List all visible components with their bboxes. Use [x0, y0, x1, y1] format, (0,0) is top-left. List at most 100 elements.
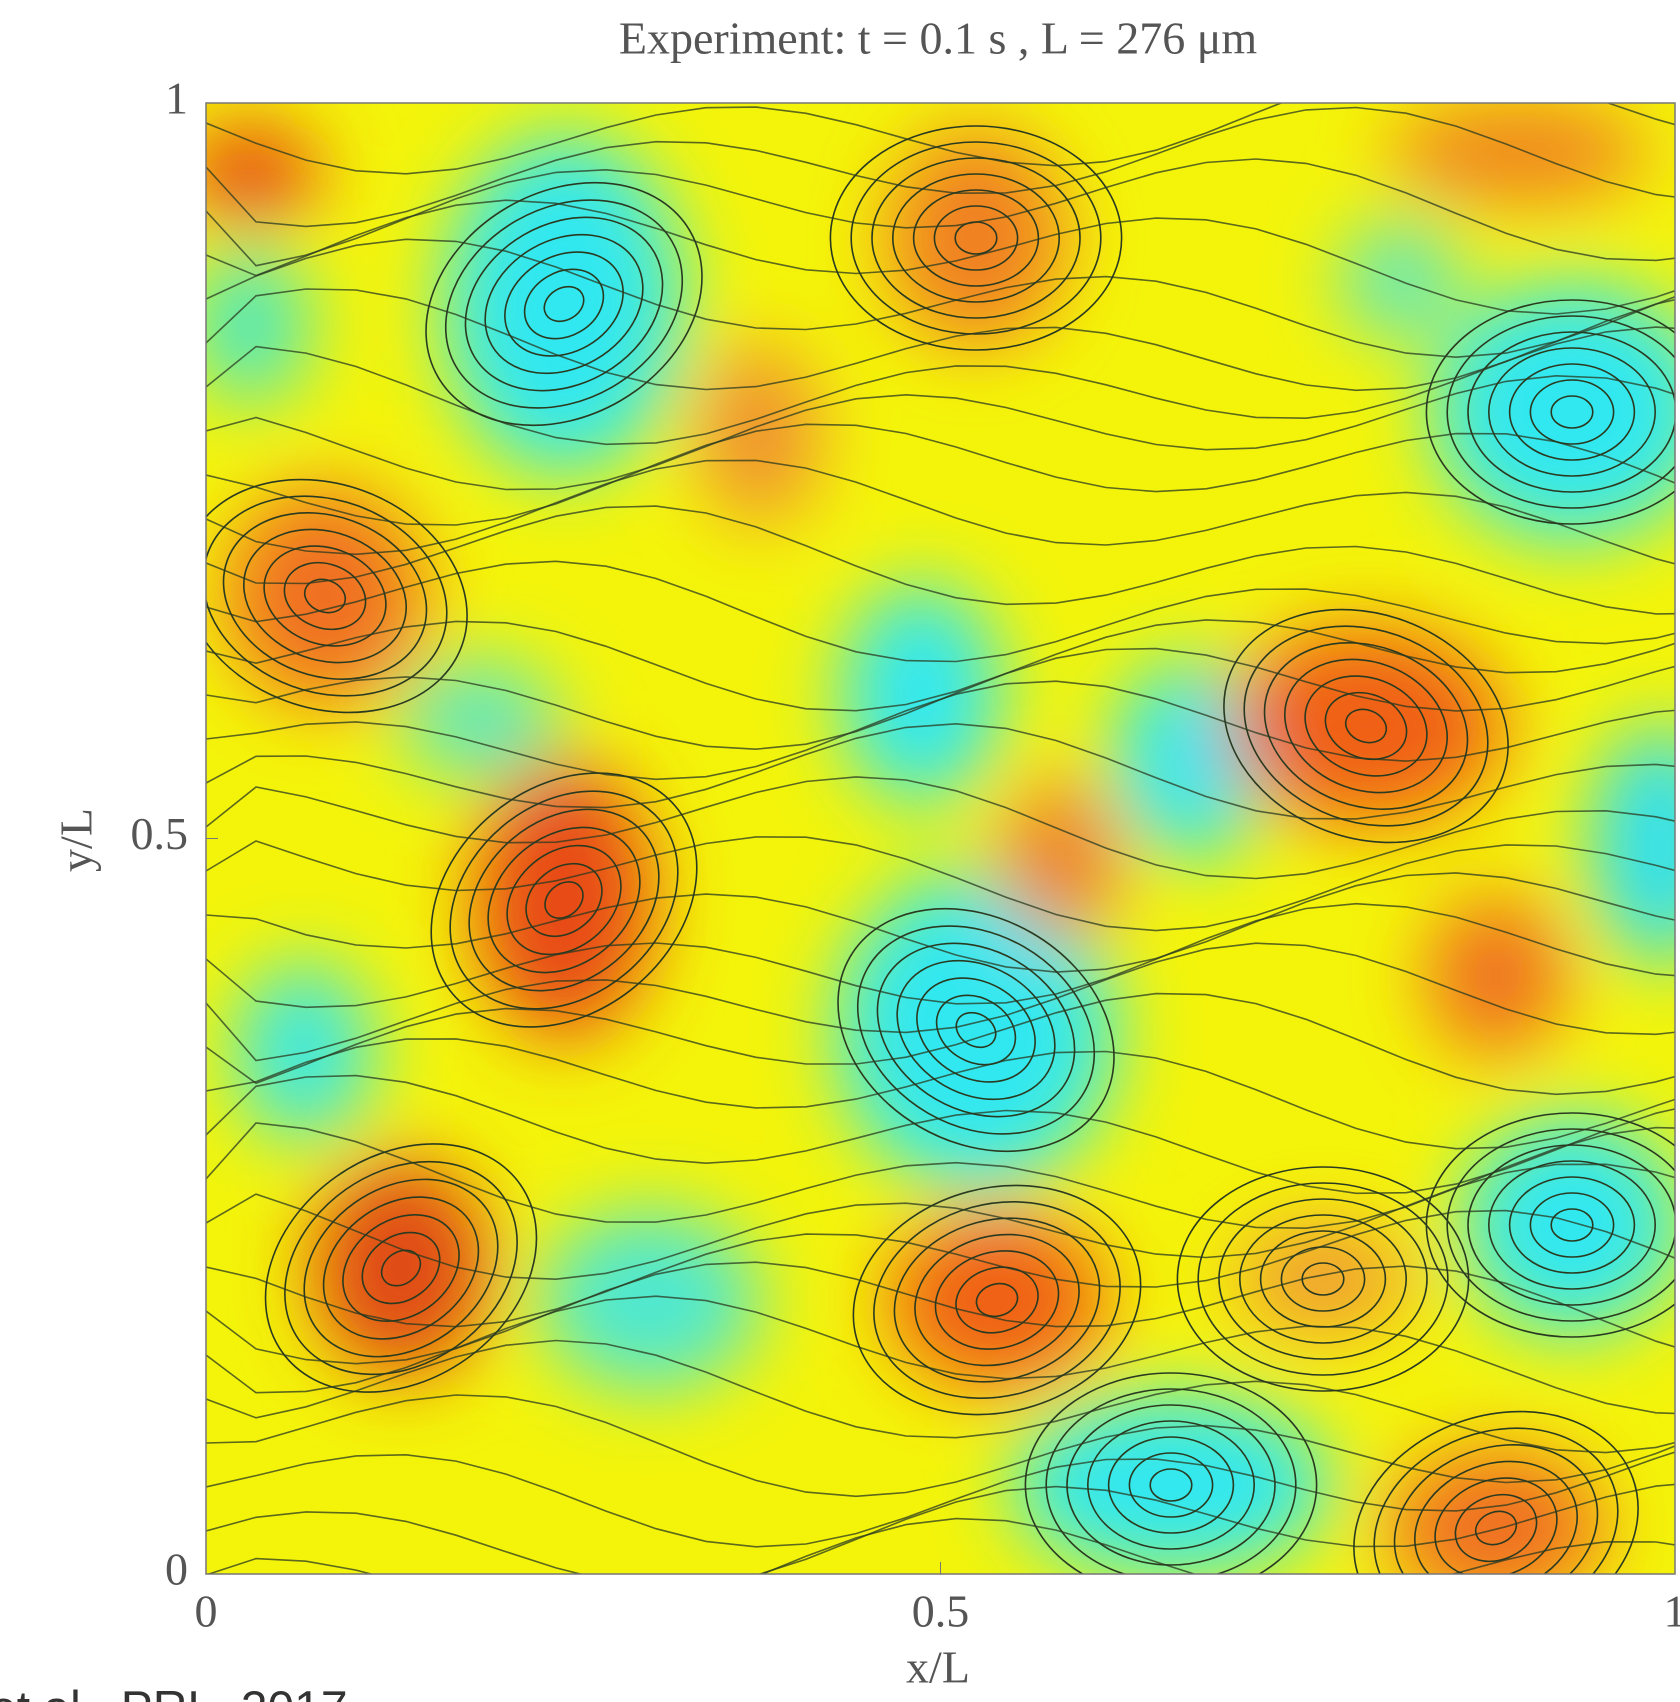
velocity-field — [206, 103, 1675, 1574]
y-tick-label: 0.5 — [131, 808, 189, 859]
streamline-loop — [430, 772, 698, 1028]
streamline-loop — [1474, 1510, 1518, 1546]
streamline-loop — [1087, 1420, 1256, 1550]
streamline-loop — [380, 1249, 422, 1287]
streamline-loop — [1425, 1112, 1675, 1338]
x-tick-label: 0.5 — [912, 1586, 970, 1637]
streamline-loop — [1243, 625, 1489, 827]
streamline-loop — [1373, 1427, 1619, 1574]
streamline — [206, 1394, 1675, 1498]
streamline-loop — [468, 808, 660, 992]
y-tick-label: 1 — [165, 73, 188, 124]
streamline — [206, 158, 1675, 267]
streamline-loop — [1550, 395, 1594, 429]
streamline-loop — [544, 881, 584, 919]
streamline-loop — [303, 1178, 499, 1358]
streamline — [206, 374, 1675, 491]
streamline-loop — [1446, 1128, 1675, 1322]
x-tick-label: 0 — [195, 1586, 218, 1637]
streamline — [206, 1339, 1675, 1454]
streamline — [206, 942, 1675, 1062]
streamline — [206, 238, 1675, 359]
chart-title: Experiment: t = 0.1 s , L = 276 μm — [619, 13, 1257, 64]
streamline-loop — [850, 141, 1102, 335]
streamline-loop — [1454, 1493, 1538, 1563]
streamline-loop — [914, 1233, 1080, 1367]
streamline — [206, 872, 1675, 973]
streamline-loop — [1024, 1372, 1318, 1574]
streamline — [206, 776, 1675, 880]
streamline-loop — [425, 181, 703, 427]
streamline-loop — [856, 925, 1096, 1135]
streamline — [206, 1074, 1675, 1195]
streamline-loop — [264, 1143, 538, 1393]
streamline-loop — [1508, 1176, 1636, 1274]
streamline-loop — [1066, 1404, 1276, 1566]
streamline-loop — [222, 512, 428, 680]
streamline-loop — [484, 233, 644, 375]
citation-note: et al., PRL, 2017 — [0, 1683, 348, 1702]
streamline-loop — [873, 1201, 1121, 1399]
streamline-loop — [1107, 1436, 1235, 1534]
streamline-loop — [283, 561, 367, 631]
streamline — [206, 505, 1675, 615]
streamline — [206, 199, 1675, 315]
streamline-loop — [322, 1196, 480, 1340]
streamline — [206, 619, 1675, 712]
streamline-loop — [1508, 363, 1636, 461]
streamline-loop — [876, 942, 1076, 1118]
streamline — [206, 1209, 1675, 1328]
streamline-loop — [933, 205, 1019, 271]
streamline-loop — [852, 1184, 1142, 1416]
streamline — [206, 1295, 1675, 1415]
streamline — [206, 992, 1675, 1096]
streamline — [206, 680, 1675, 781]
streamline-loop — [506, 844, 622, 956]
streamline — [206, 288, 1675, 392]
streamline-loop — [1488, 1160, 1657, 1290]
streamline-loop — [1280, 1246, 1366, 1312]
streamline-loop — [1414, 1460, 1578, 1574]
streamline-loop — [912, 189, 1040, 287]
y-axis-label: y/L — [51, 808, 102, 872]
streamline-loop — [1446, 315, 1675, 509]
streamline-loop — [1434, 1477, 1558, 1574]
streamline — [206, 326, 1675, 446]
streamline-loop — [1393, 1444, 1599, 1574]
streamline-loop — [1045, 1388, 1297, 1574]
streamline — [206, 836, 1675, 932]
streamline — [206, 647, 1675, 751]
streamline-loop — [1425, 299, 1675, 525]
streamline — [206, 722, 1675, 820]
streamline-loop — [975, 1282, 1019, 1318]
streamline-loop — [893, 1217, 1101, 1383]
streamline-loop — [263, 545, 387, 647]
streamline-loop — [444, 199, 684, 409]
streamline-loop — [829, 125, 1123, 351]
streamline-loop — [1529, 379, 1615, 445]
streamline-loop — [1218, 1198, 1428, 1360]
streamline-loop — [871, 157, 1081, 319]
streamline — [206, 560, 1675, 663]
streamline — [206, 1451, 1675, 1548]
streamline-loop — [487, 826, 641, 974]
streamline — [206, 459, 1675, 565]
streamline-loop — [1488, 347, 1657, 477]
streamline-loop — [1353, 1410, 1639, 1574]
streamline — [206, 1483, 1675, 1574]
streamline-loop — [543, 285, 585, 323]
streamline-loop — [1284, 658, 1448, 794]
streamline-loop — [1467, 1144, 1675, 1306]
streamline-loop — [1467, 331, 1675, 493]
streamline-loop — [342, 1214, 460, 1322]
streamline-loop — [955, 1266, 1039, 1334]
streamline-loop — [1128, 1452, 1214, 1518]
streamline — [206, 106, 1675, 228]
streamline-loop — [1239, 1214, 1408, 1344]
streamline-loop — [464, 216, 664, 392]
streamline-loop — [1197, 1182, 1449, 1376]
streamline-loop — [1550, 1208, 1594, 1242]
streamline-loop — [1529, 1192, 1615, 1258]
streamline-loop — [1344, 708, 1388, 744]
